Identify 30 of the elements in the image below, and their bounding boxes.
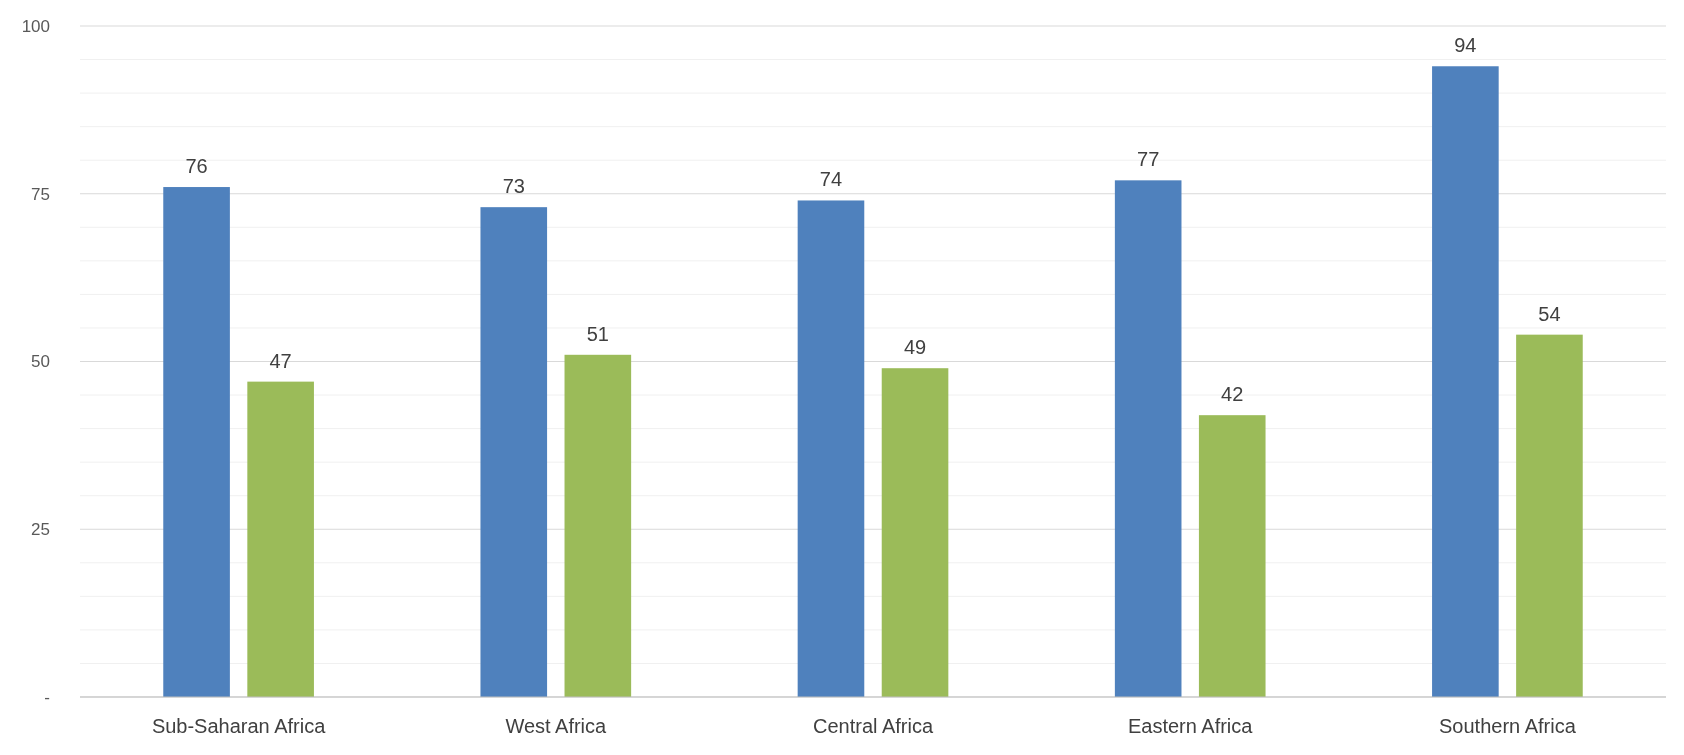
x-tick-label: Eastern Africa xyxy=(1127,715,1254,737)
bar xyxy=(247,381,314,697)
data-label: 73 xyxy=(502,175,525,198)
data-label: 42 xyxy=(1221,383,1244,406)
x-tick-label: Central Africa xyxy=(812,715,934,737)
bar xyxy=(163,187,230,697)
data-label: 74 xyxy=(819,168,843,191)
x-tick-label: Southern Africa xyxy=(1439,715,1577,737)
y-tick-label: 75 xyxy=(31,184,50,204)
y-tick-label: 25 xyxy=(31,520,50,540)
bar xyxy=(1114,180,1182,697)
bar xyxy=(797,200,865,697)
y-tick-label: - xyxy=(44,687,50,707)
data-label: 51 xyxy=(586,322,609,345)
data-label: 54 xyxy=(1538,302,1561,325)
data-label: 76 xyxy=(185,155,208,178)
data-label: 49 xyxy=(903,336,927,359)
bar xyxy=(881,368,949,697)
y-tick-label: 100 xyxy=(21,16,50,36)
bar xyxy=(480,207,548,697)
bar xyxy=(1432,66,1499,697)
x-tick-label: West Africa xyxy=(505,715,608,737)
bar xyxy=(1516,334,1583,697)
y-tick-label: 50 xyxy=(31,352,50,372)
x-tick-label: Sub-Saharan Africa xyxy=(151,715,327,737)
bar xyxy=(564,354,632,697)
data-label: 47 xyxy=(269,349,292,372)
bar xyxy=(1198,415,1266,697)
data-label: 94 xyxy=(1454,34,1477,57)
data-label: 77 xyxy=(1137,148,1160,171)
